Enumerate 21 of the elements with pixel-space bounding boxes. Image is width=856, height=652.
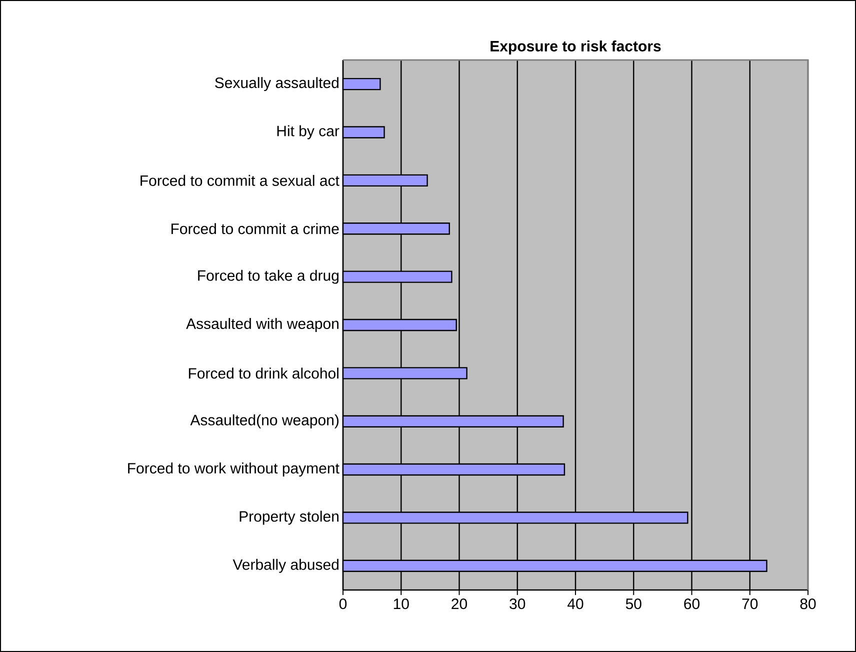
y-tick-label: Assaulted(no weapon) (190, 414, 338, 428)
y-tick-label: Verbally abused (232, 558, 338, 573)
y-tick-label: Forced to commit a sexual act (140, 174, 340, 186)
y-tick-label: Forced to take a drug (198, 270, 338, 284)
y-tick-label: Forced to work without payment (128, 462, 340, 477)
y-tick-label: Assaulted with weapon (186, 318, 338, 332)
x-tick-label: 40 (568, 598, 584, 610)
y-tick-label: Hit by car (277, 125, 340, 140)
y-tick-label: Forced to drink alcohol (188, 368, 338, 379)
x-tick-label: 20 (452, 598, 467, 610)
y-tick-label: Property stolen (240, 510, 338, 525)
x-tick-label: 70 (742, 598, 758, 610)
x-tick-label: 0 (339, 598, 347, 610)
x-tick-label: 50 (626, 598, 642, 610)
x-tick-label: 10 (394, 598, 409, 610)
x-tick-label: 80 (800, 598, 816, 610)
x-tick-label: 60 (684, 598, 700, 610)
y-tick-label: Sexually assaulted (215, 77, 338, 92)
y-tick-label: Forced to commit a crime (171, 223, 339, 234)
x-tick-label: 30 (510, 598, 526, 610)
chart-title: Exposure to risk factors (490, 40, 661, 54)
